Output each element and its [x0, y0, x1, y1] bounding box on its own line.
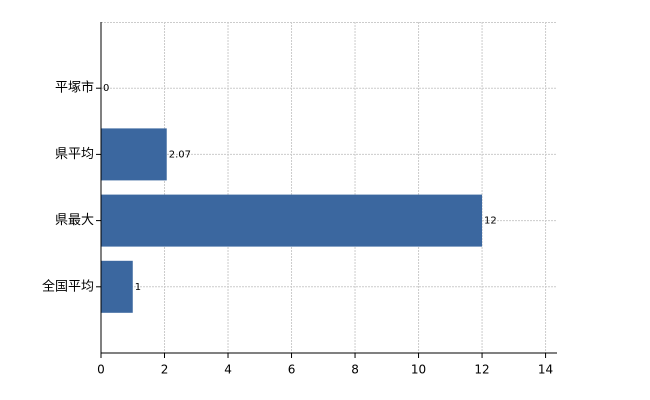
- value-label: 12: [484, 216, 497, 227]
- bar: [101, 194, 483, 247]
- y-tick-label: 平塚市: [55, 80, 94, 96]
- x-tick-label: 0: [97, 363, 105, 377]
- x-tick-label: 12: [474, 363, 489, 377]
- bar: [101, 260, 133, 313]
- value-label: 2.07: [169, 149, 191, 160]
- y-tick-label: 県最大: [55, 213, 94, 228]
- x-tick-label: 6: [288, 363, 296, 377]
- y-tick-label: 県平均: [55, 147, 94, 162]
- value-label: 1: [135, 282, 141, 293]
- bar: [101, 128, 167, 181]
- x-tick-label: 2: [161, 363, 169, 377]
- value-label: 0: [103, 83, 109, 94]
- y-tick-label: 全国平均: [42, 278, 94, 294]
- x-tick-label: 10: [411, 363, 426, 377]
- x-tick-label: 8: [351, 363, 359, 377]
- x-tick-label: 14: [538, 363, 553, 377]
- x-tick-label: 4: [224, 363, 232, 377]
